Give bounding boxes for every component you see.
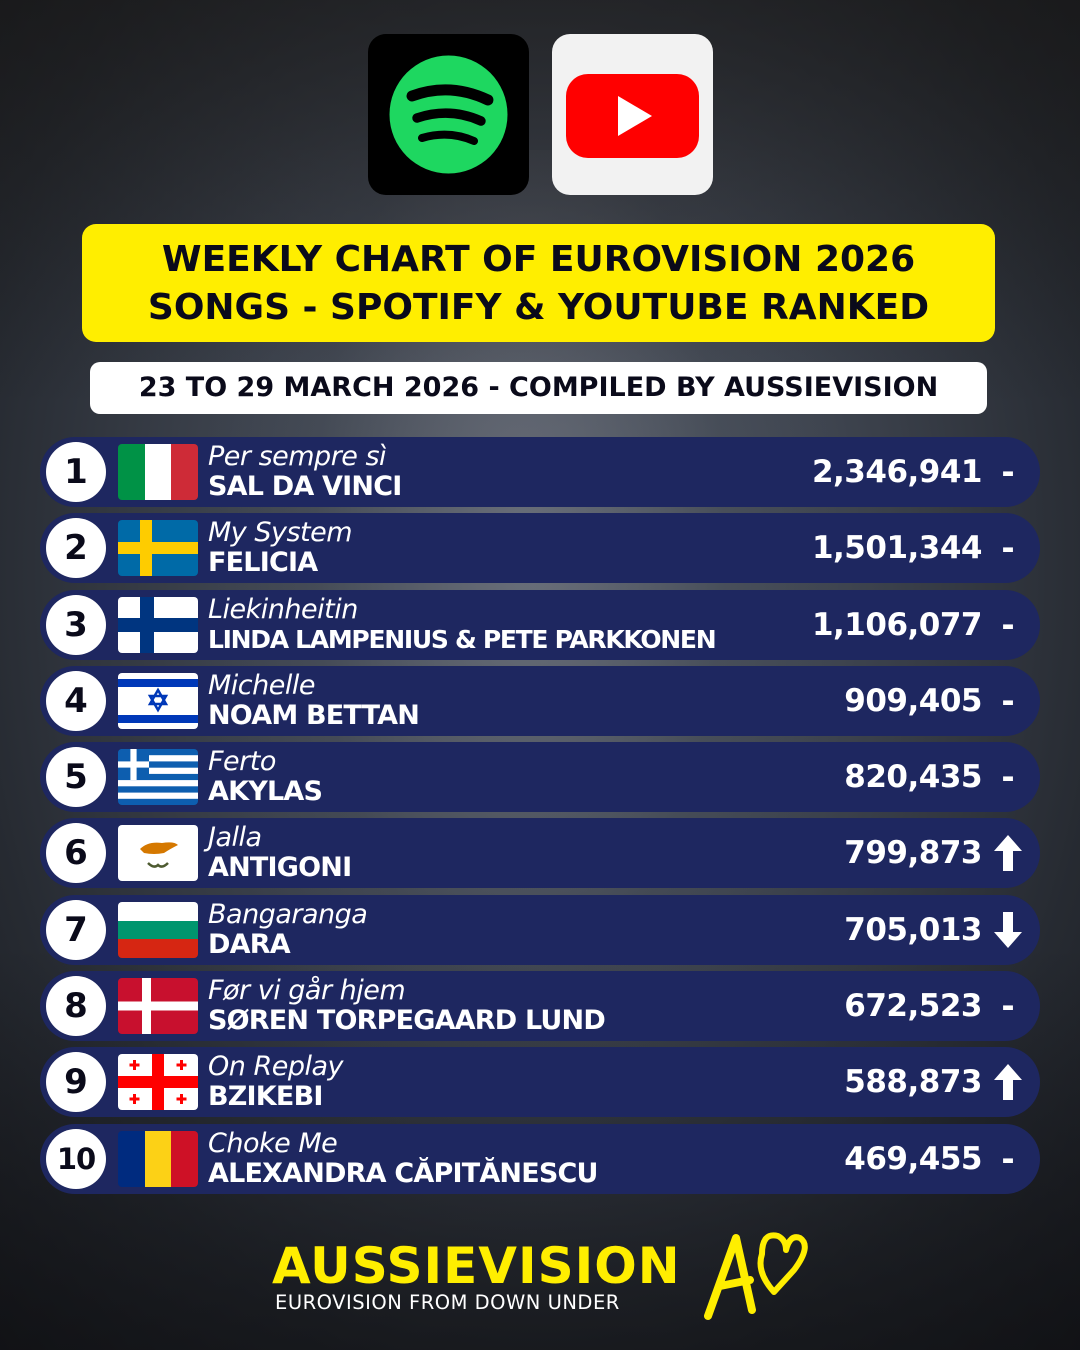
rank-badge: 1 — [46, 442, 106, 502]
stream-count: 2,346,941 — [811, 454, 983, 490]
no-change-indicator: - — [1001, 1139, 1015, 1178]
song-title: Per sempre sì — [208, 441, 387, 472]
rank-badge: 2 — [46, 518, 106, 579]
denmark-flag — [118, 978, 198, 1035]
romania-flag — [118, 1130, 198, 1187]
israel-flag — [118, 672, 198, 729]
stream-count: 820,435 — [844, 759, 982, 796]
chart-row: 8 Før vi går hjem SØREN TORPEGAARD LUND … — [40, 971, 1040, 1042]
chart-row: 9 On Replay BZIKEBI 588,873 — [40, 1047, 1040, 1118]
rank-badge: 8 — [46, 976, 106, 1037]
artist-name: LINDA LAMPENIUS & PETE PARKKONEN — [208, 624, 717, 654]
up-arrow-icon — [988, 1062, 1028, 1102]
cyprus-flag — [118, 825, 198, 882]
chart-row: 6 Jalla ANTIGONI 799,873 — [40, 818, 1040, 889]
song-title: Liekinheitin — [208, 593, 358, 625]
chart-row: 4 Michelle NOAM BETTAN 909,405 - — [40, 665, 1040, 736]
artist-name: DARA — [208, 928, 291, 960]
song-title: Jalla — [208, 822, 262, 854]
down-arrow-icon — [988, 910, 1028, 950]
italy-flag — [118, 444, 198, 500]
no-change-indicator: - — [1001, 681, 1015, 720]
rank-badge: 5 — [46, 747, 106, 808]
brand-name: AUSSIEVISION — [272, 1237, 681, 1295]
no-change-indicator: - — [1001, 453, 1015, 491]
sweden-flag — [118, 520, 198, 577]
rank-badge: 9 — [46, 1052, 106, 1113]
rank-badge: 3 — [46, 594, 106, 655]
artist-name: SAL DA VINCI — [208, 471, 402, 502]
chart-row: 5 Ferto AKYLAS 820,435 - — [40, 742, 1040, 813]
georgia-flag — [118, 1054, 198, 1111]
artist-name: SØREN TORPEGAARD LUND — [208, 1005, 606, 1037]
chart-row: 3 Liekinheitin LINDA LAMPENIUS & PETE PA… — [40, 589, 1040, 660]
no-change-indicator: - — [1001, 758, 1015, 797]
chart-row: 2 My System FELICIA 1,501,344 - — [40, 513, 1040, 584]
finland-flag — [118, 596, 198, 653]
song-title: My System — [208, 517, 353, 549]
song-title: Bangaranga — [208, 898, 368, 930]
aussievision-logo — [700, 1224, 810, 1324]
artist-name: ALEXANDRA CĂPITĂNESCU — [208, 1157, 598, 1189]
artist-name: ANTIGONI — [208, 852, 352, 884]
chart-row: 10 Choke Me ALEXANDRA CĂPITĂNESCU 469,45… — [40, 1123, 1040, 1194]
song-title: Choke Me — [208, 1127, 338, 1159]
spotify-icon — [368, 34, 529, 195]
song-title: Ferto — [208, 746, 276, 778]
no-change-indicator: - — [1001, 987, 1015, 1026]
greece-flag — [118, 749, 198, 806]
artist-name: NOAM BETTAN — [208, 699, 420, 731]
stream-count: 672,523 — [844, 988, 982, 1025]
chart-title: WEEKLY CHART OF EUROVISION 2026 SONGS - … — [82, 224, 995, 342]
song-title: Før vi går hjem — [208, 975, 406, 1007]
bulgaria-flag — [118, 901, 198, 958]
stream-count: 909,405 — [844, 682, 982, 719]
chart-list: 1 Per sempre sì SAL DA VINCI 2,346,941 -… — [40, 437, 1040, 1200]
stream-count: 1,106,077 — [811, 606, 983, 643]
artist-name: BZIKEBI — [208, 1081, 323, 1113]
artist-name: FELICIA — [208, 547, 318, 579]
song-title: On Replay — [208, 1051, 343, 1083]
chart-row: 7 Bangaranga DARA 705,013 — [40, 894, 1040, 965]
chart-subtitle: 23 TO 29 MARCH 2026 - COMPILED BY AUSSIE… — [90, 362, 987, 414]
youtube-icon — [552, 34, 713, 195]
chart-row: 1 Per sempre sì SAL DA VINCI 2,346,941 - — [40, 437, 1040, 507]
stream-count: 588,873 — [844, 1064, 982, 1101]
song-title: Michelle — [208, 669, 315, 701]
title-line-2: SONGS - SPOTIFY & YOUTUBE RANKED — [147, 287, 930, 328]
artist-name: AKYLAS — [208, 776, 323, 808]
up-arrow-icon — [988, 833, 1028, 873]
stream-count: 469,455 — [844, 1140, 982, 1177]
no-change-indicator: - — [1001, 605, 1015, 644]
rank-badge: 10 — [46, 1128, 106, 1189]
stream-count: 1,501,344 — [811, 530, 983, 567]
title-line-1: WEEKLY CHART OF EUROVISION 2026 — [161, 239, 916, 280]
stream-count: 705,013 — [844, 911, 982, 948]
rank-badge: 6 — [46, 823, 106, 884]
rank-badge: 4 — [46, 670, 106, 731]
rank-badge: 7 — [46, 899, 106, 960]
no-change-indicator: - — [1001, 529, 1015, 568]
brand-tagline: EUROVISION FROM DOWN UNDER — [275, 1291, 620, 1314]
stream-count: 799,873 — [844, 835, 982, 872]
